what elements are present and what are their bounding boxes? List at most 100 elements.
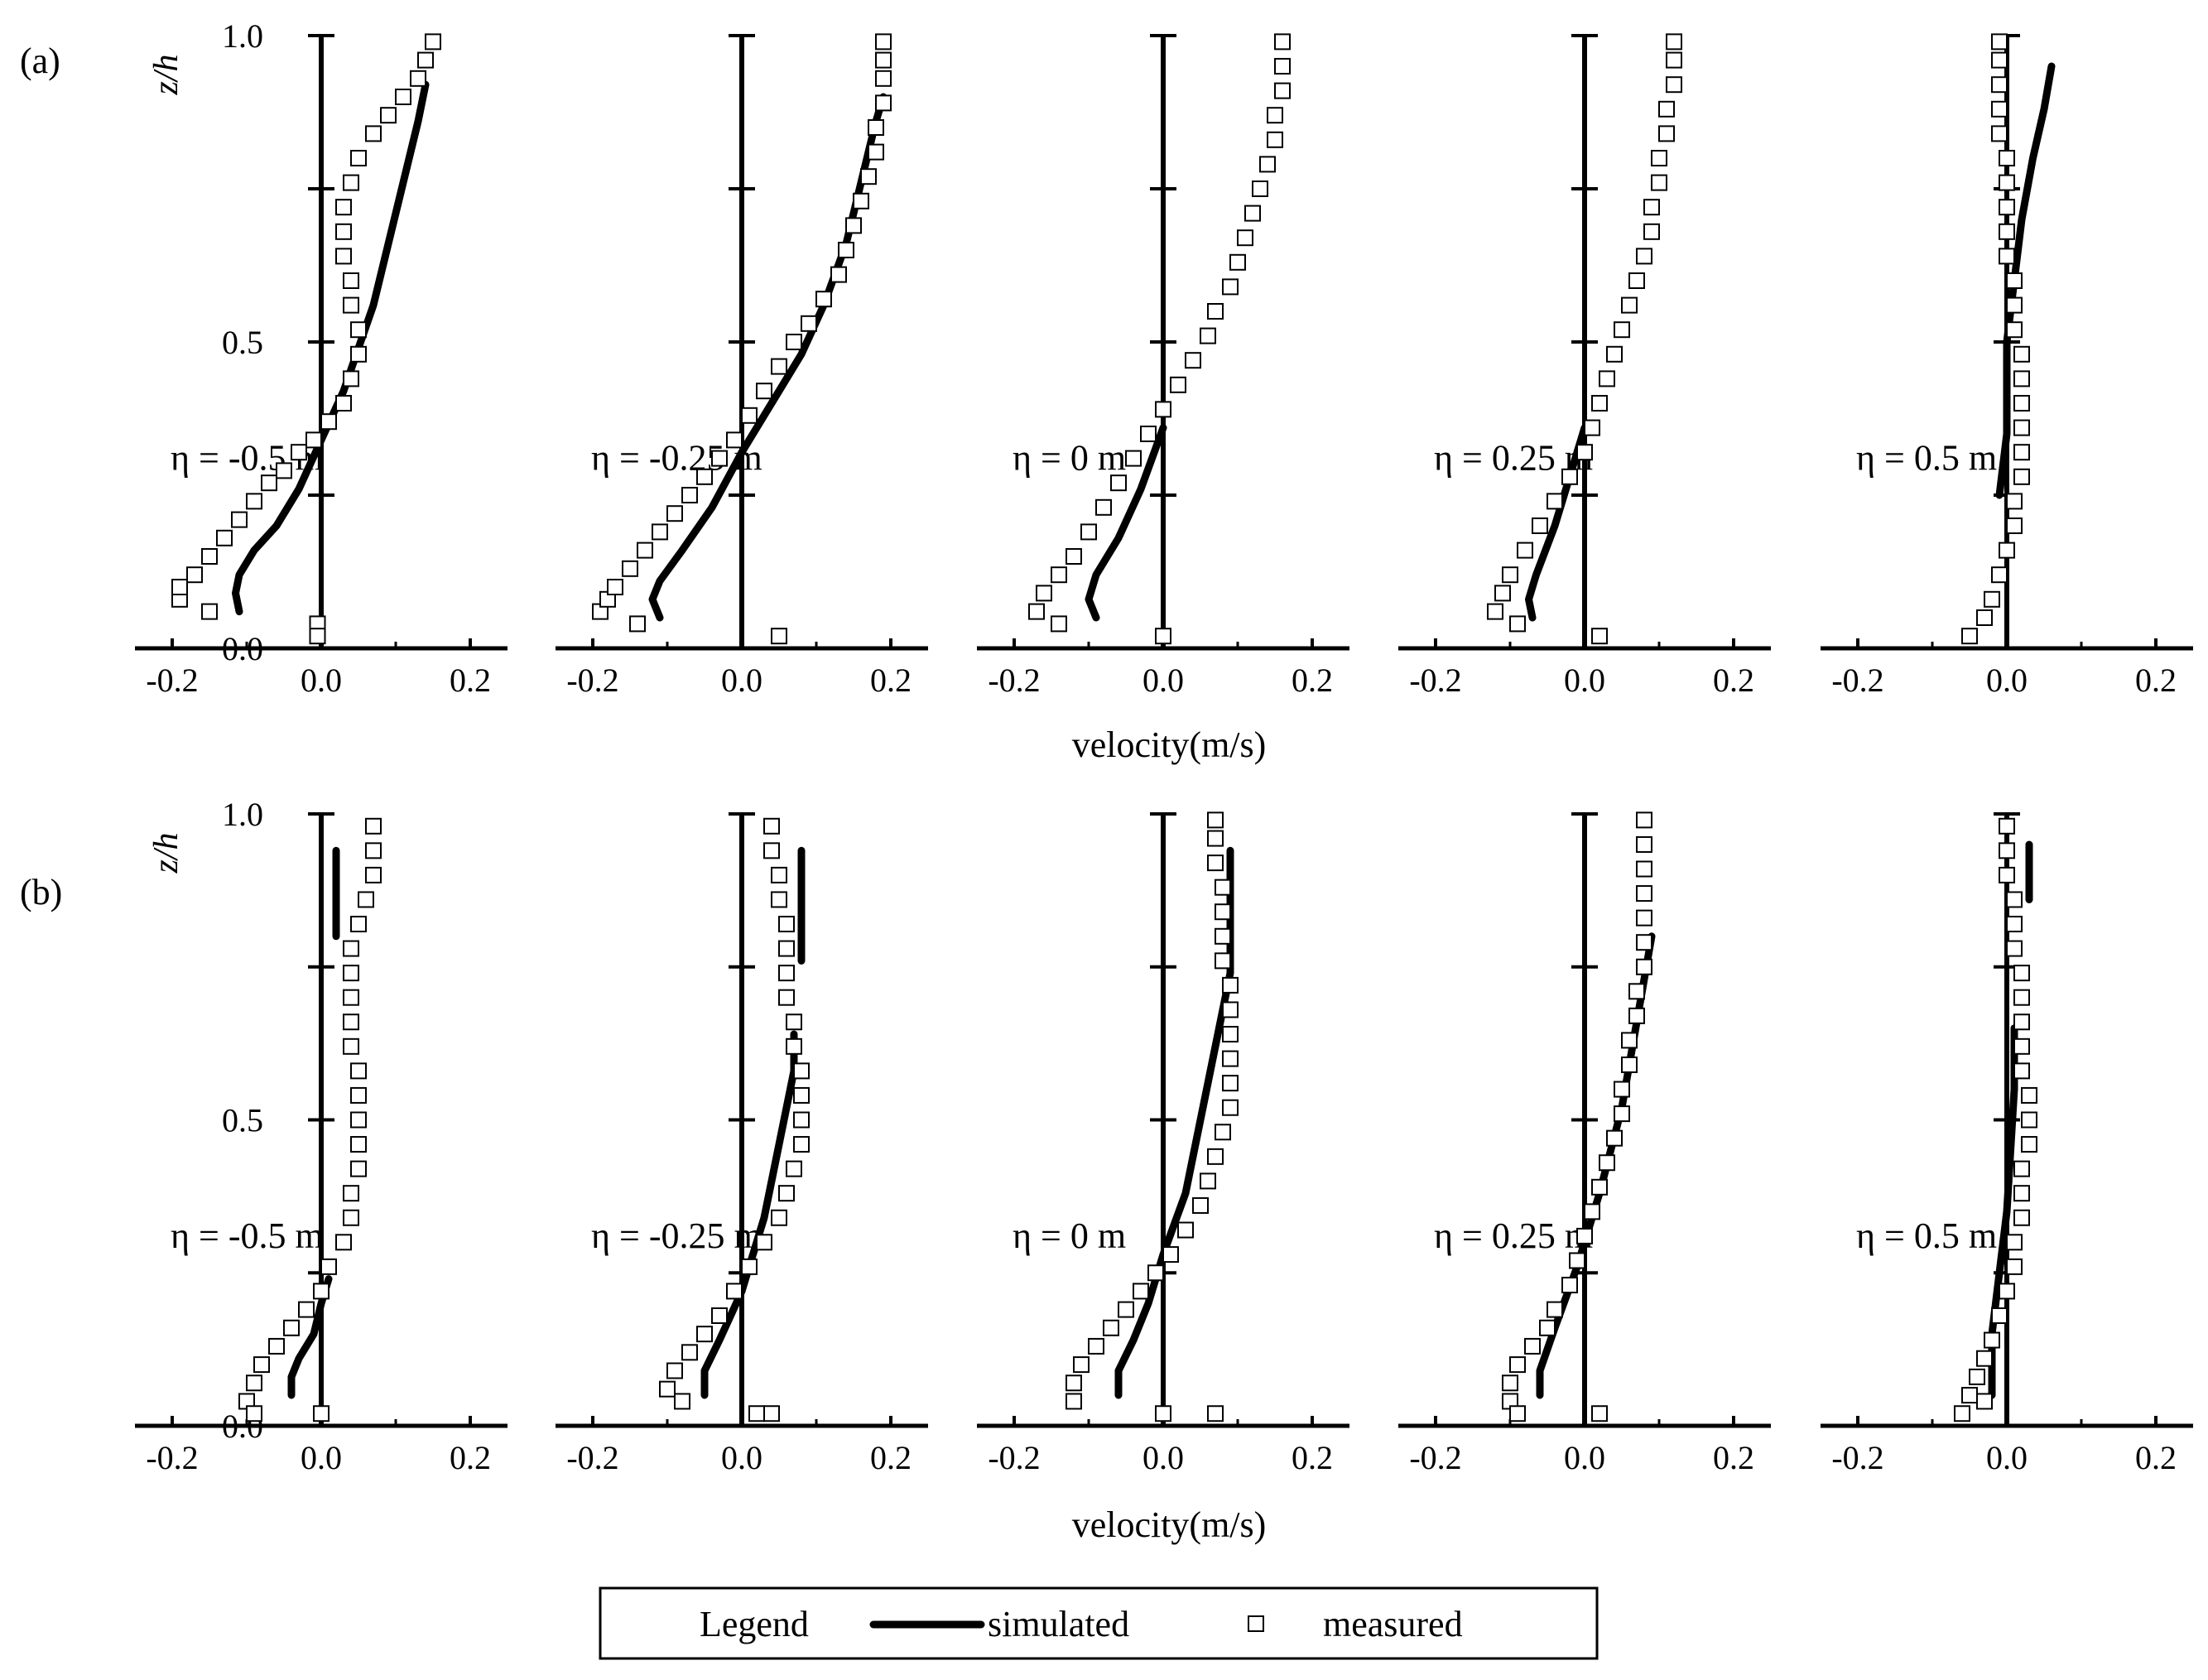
measured-point-a1-20: [335, 199, 352, 216]
measured-point-b2-19: [778, 940, 795, 957]
measured-point-a4-18: [1651, 174, 1667, 191]
measured-point-b5-22: [2006, 891, 2023, 908]
measured-point-a3-18: [1252, 181, 1268, 197]
measured-point-a5-21: [1991, 125, 2008, 142]
measured-point-b3-19: [1222, 976, 1239, 994]
measured-point-b3-1: [1066, 1374, 1082, 1392]
measured-point-a1-18: [335, 248, 352, 265]
measured-point-b4-18: [1628, 983, 1645, 1000]
measured-point-b4-6: [1561, 1277, 1578, 1294]
x-tick-label-b3-0: -0.2: [988, 1439, 1040, 1476]
measured-point-b1-11: [350, 1160, 367, 1177]
measured-point-a3-21: [1267, 107, 1283, 124]
measured-point-a4-24: [1666, 33, 1682, 51]
measured-point-b4-20: [1636, 934, 1652, 951]
measured-point-a1-27: [417, 51, 434, 69]
measured-point-a1-29: [201, 603, 218, 620]
measured-point-a3-13: [1207, 303, 1224, 320]
x-tick-label-a4-1: 0.0: [1564, 662, 1605, 699]
measured-point-a3-12: [1200, 327, 1216, 344]
x-tick-label-a3-2: 0.2: [1292, 662, 1333, 699]
measured-point-a3-19: [1259, 156, 1276, 173]
x-tick-label-a2-0: -0.2: [566, 662, 618, 699]
measured-point-b1-15: [350, 1062, 367, 1080]
y-axis-label-b: z/h: [147, 832, 185, 874]
x-tick-label-a5-1: 0.0: [1986, 662, 2028, 699]
measured-point-a2-12: [756, 383, 772, 400]
measured-point-b3-18: [1222, 1001, 1239, 1018]
measured-point-a3-2: [1051, 566, 1067, 584]
measured-point-b5-21: [2006, 916, 2023, 933]
measured-point-a2-3: [622, 560, 638, 577]
measured-point-a1-9: [291, 444, 307, 461]
measured-point-b1-20: [343, 940, 359, 957]
measured-point-b4-23: [1636, 860, 1652, 878]
measured-point-a5-5: [2006, 517, 2023, 534]
measured-point-a1-2: [186, 566, 203, 584]
measured-point-b1-12: [350, 1136, 367, 1153]
measured-point-a3-4: [1080, 523, 1097, 541]
measured-point-b2-6: [741, 1258, 758, 1275]
measured-point-b1-26: [246, 1405, 262, 1422]
x-axis-label-a: velocity(m/s): [1072, 724, 1267, 765]
measured-point-a1-6: [246, 493, 262, 510]
measured-point-b1-2: [253, 1356, 270, 1374]
x-tick-label-b5-2: 0.2: [2135, 1439, 2177, 1476]
measured-point-a2-6: [666, 505, 683, 522]
measured-point-a2-17: [830, 266, 847, 283]
measured-point-b3-5: [1118, 1301, 1134, 1318]
measured-point-a5-1: [1976, 609, 1993, 626]
measured-point-a3-7: [1125, 450, 1142, 467]
measured-point-a1-10: [305, 431, 322, 449]
measured-point-a4-20: [1658, 125, 1675, 142]
panel-label-b5: η = 0.5 m: [1856, 1215, 1997, 1256]
y-tick-label-a1-0: 0.0: [222, 630, 263, 667]
measured-point-a2-10: [726, 431, 743, 449]
measured-point-b3-2: [1073, 1356, 1090, 1374]
measured-point-a2-22: [868, 143, 884, 161]
measured-point-b2-9: [778, 1185, 795, 1202]
measured-point-b4-7: [1569, 1252, 1585, 1269]
measured-point-b3-8: [1162, 1246, 1179, 1264]
measured-point-a1-23: [365, 125, 382, 142]
measured-point-b3-15: [1222, 1075, 1239, 1092]
measured-point-a5-25: [1991, 33, 2008, 51]
measured-point-b1-13: [350, 1111, 367, 1129]
x-tick-label-b3-1: 0.0: [1142, 1439, 1184, 1476]
measured-point-b2-4: [711, 1307, 728, 1324]
measured-point-b2-21: [771, 891, 787, 908]
measured-point-a1-5: [231, 511, 248, 528]
measured-point-a4-6: [1561, 468, 1578, 485]
measured-point-a2-21: [860, 168, 877, 185]
measured-point-b4-2: [1509, 1356, 1526, 1374]
measured-point-b3-13: [1215, 1124, 1231, 1141]
measured-point-b5-2: [1969, 1368, 1985, 1385]
measured-point-b1-22: [358, 891, 374, 908]
measured-point-b5-24: [1999, 842, 2015, 859]
measured-point-a5-19: [1999, 174, 2015, 191]
plot-panels: -0.2 0.0 0.2 0.0 0.5 1.0 η = -0.5 m -0.2 0.0 0.2 η…: [135, 17, 2193, 1476]
measured-point-b2-16: [786, 1013, 802, 1031]
measured-point-a1-31: [309, 628, 326, 645]
simulated-line-b2-0: [700, 1030, 798, 1399]
measured-point-b2-11: [793, 1136, 810, 1153]
x-tick-label-b2-1: 0.0: [721, 1439, 762, 1476]
measured-point-b5-25: [1999, 817, 2015, 835]
measured-point-b1-8: [335, 1234, 352, 1251]
measured-point-b4-11: [1599, 1154, 1615, 1172]
x-tick-label-a5-2: 0.2: [2135, 662, 2177, 699]
measured-point-b1-14: [350, 1086, 367, 1104]
measured-point-a1-24: [380, 107, 397, 124]
measured-point-b1-5: [298, 1301, 315, 1318]
measured-point-b2-0: [659, 1380, 676, 1398]
measured-point-a5-7: [2013, 468, 2030, 485]
row-label-a: (a): [20, 41, 60, 81]
x-tick-label-b5-0: -0.2: [1831, 1439, 1883, 1476]
x-tick-label-a1-1: 0.0: [301, 662, 342, 699]
measured-point-b1-7: [320, 1258, 337, 1275]
measured-point-b1-16: [343, 1037, 359, 1055]
x-tick-label-b1-1: 0.0: [301, 1439, 342, 1476]
measured-point-b4-3: [1524, 1337, 1541, 1355]
measured-point-a4-15: [1636, 248, 1652, 265]
x-tick-label-b1-0: -0.2: [146, 1439, 198, 1476]
